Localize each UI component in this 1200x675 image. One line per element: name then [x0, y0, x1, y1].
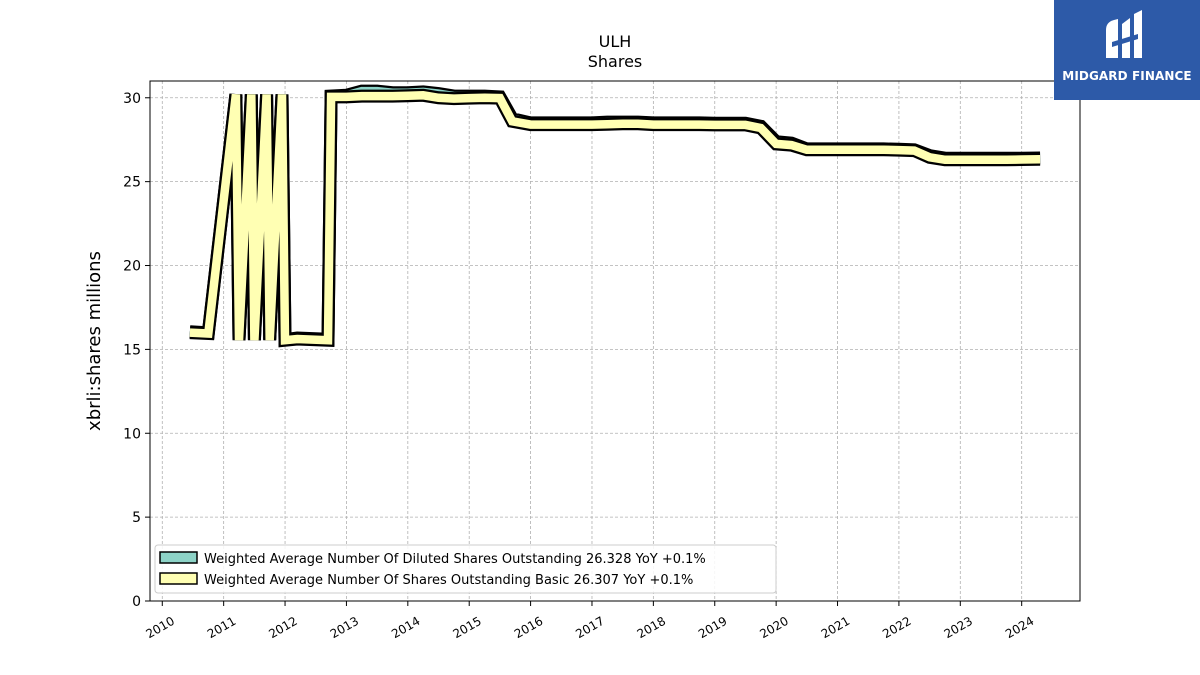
x-tick-label: 2019 [696, 614, 729, 641]
axes-frame [149, 80, 1081, 602]
legend-swatch-diluted [159, 551, 198, 564]
y-tick-label: 0 [132, 594, 141, 610]
series-basic-line [189, 91, 1041, 345]
y-tick-label: 5 [132, 510, 141, 526]
x-axis: 2010 2011 2012 2013 2014 2015 2016 2017 2018 2019… [144, 601, 1036, 641]
x-tick-label: 2014 [389, 614, 422, 641]
x-tick-label: 2013 [328, 614, 361, 641]
midgard-finance-logo: MIDGARD FINANCE [1054, 0, 1200, 100]
grid [150, 81, 1080, 602]
y-tick-label: 15 [123, 342, 141, 358]
x-tick-label: 2020 [757, 614, 790, 641]
legend-label-diluted: Weighted Average Number Of Diluted Share… [204, 552, 706, 567]
x-tick-label: 2024 [1003, 614, 1036, 641]
series-basic-outline [189, 88, 1041, 348]
chart-subtitle: Shares [588, 52, 643, 71]
x-tick-label: 2016 [512, 614, 545, 641]
x-tick-label: 2022 [880, 614, 913, 641]
legend-box [154, 544, 777, 594]
logo-text: MIDGARD FINANCE [1062, 69, 1192, 83]
x-tick-label: 2018 [635, 614, 668, 641]
logo-mark-icon [1106, 10, 1142, 58]
legend-label-basic: Weighted Average Number Of Shares Outsta… [204, 573, 693, 588]
x-tick-label: 2012 [266, 614, 299, 641]
legend-swatch-basic [159, 572, 198, 585]
legend: Weighted Average Number Of Diluted Share… [154, 544, 777, 594]
y-tick-label: 30 [123, 91, 141, 107]
y-axis: 0 5 10 15 20 25 30 [123, 91, 150, 610]
y-axis-label: xbrli:shares millions [84, 251, 105, 431]
x-tick-label: 2023 [942, 614, 975, 641]
x-tick-label: 2015 [450, 614, 483, 641]
y-tick-label: 25 [123, 175, 141, 191]
x-tick-label: 2011 [205, 614, 238, 641]
x-tick-label: 2017 [573, 614, 606, 641]
y-tick-label: 10 [123, 426, 141, 442]
x-tick-label: 2010 [144, 614, 177, 641]
plot-area [189, 84, 1041, 348]
x-tick-label: 2021 [819, 614, 852, 641]
chart-title: ULH [599, 32, 632, 51]
y-tick-label: 20 [123, 259, 141, 275]
